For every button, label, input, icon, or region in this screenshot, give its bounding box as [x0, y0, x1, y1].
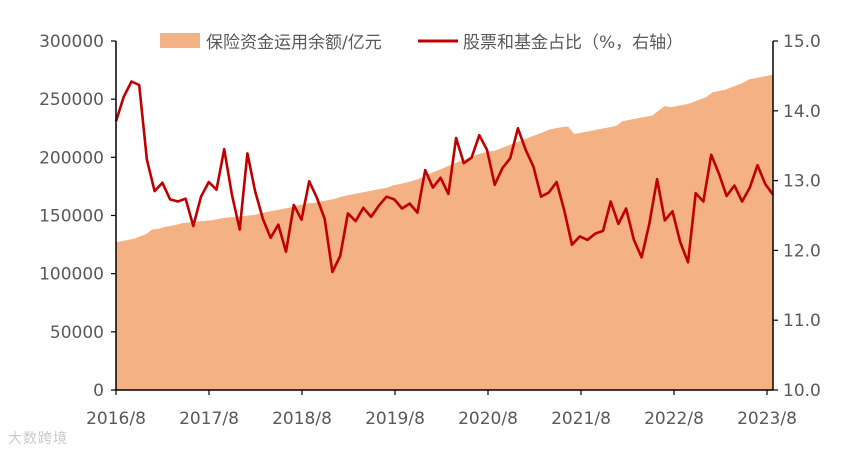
- y-left-tick-label: 0: [93, 381, 104, 401]
- legend: 保险资金运用余额/亿元 股票和基金占比（%，右轴）: [160, 33, 683, 53]
- y-axis-left-ticks: 0 50000 100000 150000 200000 250000 300000: [39, 32, 116, 401]
- watermark: 大数跨境: [8, 431, 68, 447]
- x-tick-label: 2019/8: [365, 409, 425, 429]
- x-tick-label: 2018/8: [272, 409, 332, 429]
- y-left-tick-label: 250000: [39, 90, 104, 110]
- y-left-tick-label: 150000: [39, 207, 104, 227]
- y-left-tick-label: 200000: [39, 148, 104, 168]
- y-axis-right-ticks: 10.0 11.0 12.0 13.0 14.0 15.0: [773, 32, 821, 401]
- y-right-tick-label: 13.0: [783, 172, 821, 192]
- x-tick-label: 2017/8: [179, 409, 239, 429]
- x-tick-label: 2023/8: [737, 409, 797, 429]
- x-axis-ticks: 2016/8 2017/8 2018/8 2019/8 2020/8 2021/8 2022…: [86, 390, 797, 429]
- x-tick-label: 2022/8: [644, 409, 704, 429]
- y-right-tick-label: 15.0: [783, 32, 821, 52]
- series-line: [114, 80, 775, 274]
- x-tick-label: 2021/8: [551, 409, 611, 429]
- y-right-tick-label: 12.0: [783, 241, 821, 261]
- plot-area: [114, 74, 775, 390]
- y-left-tick-label: 50000: [50, 323, 104, 343]
- x-tick-label: 2020/8: [458, 409, 518, 429]
- y-right-tick-label: 14.0: [783, 102, 821, 122]
- y-left-tick-label: 100000: [39, 265, 104, 285]
- y-left-tick-label: 300000: [39, 32, 104, 52]
- legend-area-swatch: [160, 33, 200, 48]
- x-tick-label: 2016/8: [86, 409, 146, 429]
- y-right-tick-label: 11.0: [783, 311, 821, 331]
- series-area: [116, 74, 773, 390]
- y-right-tick-label: 10.0: [783, 381, 821, 401]
- legend-area-label: 保险资金运用余额/亿元: [206, 33, 382, 53]
- legend-line-label: 股票和基金占比（%，右轴）: [463, 33, 683, 53]
